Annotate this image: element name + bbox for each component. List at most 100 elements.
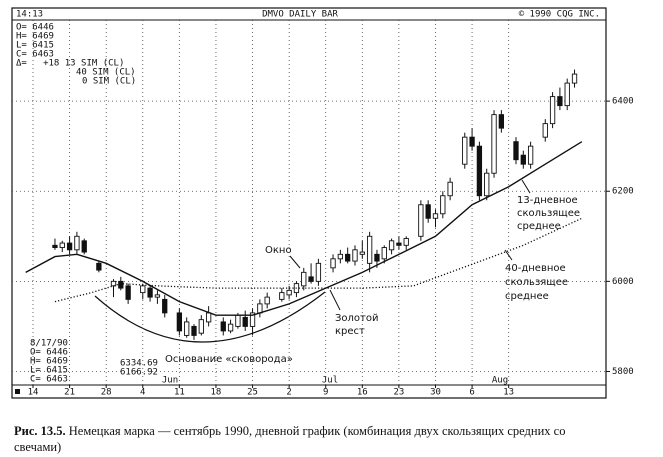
- candle-body: [147, 287, 153, 298]
- candle-body: [381, 247, 387, 260]
- candle-body: [345, 253, 351, 262]
- corner-square: [15, 389, 20, 394]
- annotations: Окно Золотой крест 13-дневное скользящее…: [94, 179, 580, 365]
- annotation: крест: [335, 326, 365, 337]
- candle-body: [557, 96, 563, 107]
- annotation: Окно: [265, 245, 292, 256]
- annotation: Золотой: [335, 313, 378, 324]
- x-tick-label: 11: [174, 388, 185, 398]
- info: O= 6446: [16, 23, 54, 33]
- x-tick-label: 18: [211, 388, 222, 398]
- candle-body: [162, 298, 168, 314]
- y-tick-label: 6000: [612, 277, 634, 287]
- candle-body: [286, 289, 292, 296]
- candle-body: [403, 238, 409, 246]
- x-tick-label: 16: [357, 388, 368, 398]
- candle-body: [184, 321, 190, 336]
- candle-body: [520, 154, 526, 165]
- candle-body: [564, 82, 570, 107]
- candle-body: [396, 242, 402, 246]
- candle-body: [81, 240, 87, 253]
- x-tick-label: 21: [64, 388, 75, 398]
- month-label: Jul: [322, 376, 338, 386]
- header-right: © 1990 CQG INC.: [519, 10, 600, 20]
- candle-body: [462, 136, 468, 165]
- candle-body: [440, 195, 446, 215]
- info: H= 6469: [16, 32, 54, 42]
- candle-body: [264, 296, 270, 305]
- candle-body: [527, 145, 534, 165]
- annotation: среднее: [517, 221, 561, 232]
- candle-body: [118, 280, 124, 289]
- header-center: DMVO DAILY BAR: [262, 10, 338, 20]
- candle-body: [432, 213, 439, 219]
- candle-body: [337, 253, 344, 260]
- arrow: [289, 255, 301, 269]
- caption-label: Рис. 13.5.: [14, 424, 66, 438]
- info: 0 SIM (CL): [82, 77, 136, 87]
- candle-body: [491, 114, 497, 174]
- annotation: скользящее: [517, 208, 580, 219]
- x-tick-label: 30: [430, 388, 441, 398]
- y-tick-label: 6200: [612, 187, 634, 197]
- info: 8/17/90: [30, 339, 68, 349]
- annotation: скользящее: [505, 277, 568, 288]
- x-tick-label: 25: [247, 388, 258, 398]
- annotation: среднее: [505, 291, 549, 302]
- x-tick-label: 9: [323, 388, 328, 398]
- candle-body: [542, 123, 548, 138]
- candle-body: [352, 249, 358, 262]
- arrow: [329, 289, 341, 311]
- candle-body: [359, 251, 365, 255]
- annotation: 40-дневное: [505, 263, 566, 274]
- pan-arc: [94, 291, 326, 343]
- moving-average-line: [25, 141, 583, 316]
- info: C= 6463: [16, 50, 54, 60]
- candle-body: [469, 136, 475, 147]
- candle-body: [198, 319, 204, 334]
- caption-text: свечами): [14, 440, 61, 454]
- info: L= 6415: [16, 41, 54, 51]
- candle-body: [52, 244, 58, 249]
- candle-body: [227, 323, 234, 332]
- candle-body: [140, 285, 146, 294]
- month-label: Aug: [492, 376, 508, 386]
- header-left: 14:13: [16, 10, 43, 20]
- info: L= 6415: [30, 366, 68, 376]
- candle-body: [308, 276, 314, 282]
- candle-body: [191, 325, 197, 336]
- candle-body: [125, 285, 131, 300]
- candle-body: [176, 312, 183, 332]
- candle-body: [374, 253, 380, 262]
- y-tick-label: 6400: [612, 97, 634, 107]
- candle-body: [513, 141, 519, 161]
- candle-body: [330, 258, 336, 269]
- x-tick-label: 14: [28, 388, 39, 398]
- candle-body: [498, 114, 505, 129]
- month-label: Jun: [162, 376, 178, 386]
- info: H= 6469: [30, 357, 68, 367]
- caption: Рис. 13.5. Немецкая марка — сентябрь 199…: [14, 424, 565, 438]
- x-tick-label: 28: [101, 388, 112, 398]
- candle-body: [96, 262, 102, 271]
- ma-readout: 6334.69: [120, 359, 158, 369]
- candle-body: [257, 303, 263, 314]
- arrow: [521, 179, 531, 194]
- candle-body: [249, 312, 256, 327]
- candle-body: [242, 316, 248, 327]
- candle-body: [235, 314, 241, 327]
- info: O= 6446: [30, 348, 68, 358]
- candle-body: [154, 294, 161, 298]
- candle-body: [418, 204, 424, 237]
- candle-body: [447, 181, 453, 197]
- candle-body: [220, 321, 226, 332]
- annotation: 13-дневное: [517, 195, 578, 206]
- candle-body: [476, 145, 483, 197]
- ma-readout: 6166.92: [120, 368, 158, 378]
- candle-body: [110, 280, 117, 287]
- arrow: [504, 249, 513, 261]
- annotation: Основание «сковорода»: [165, 354, 293, 365]
- x-tick-label: 4: [140, 388, 145, 398]
- candle-body: [59, 242, 65, 249]
